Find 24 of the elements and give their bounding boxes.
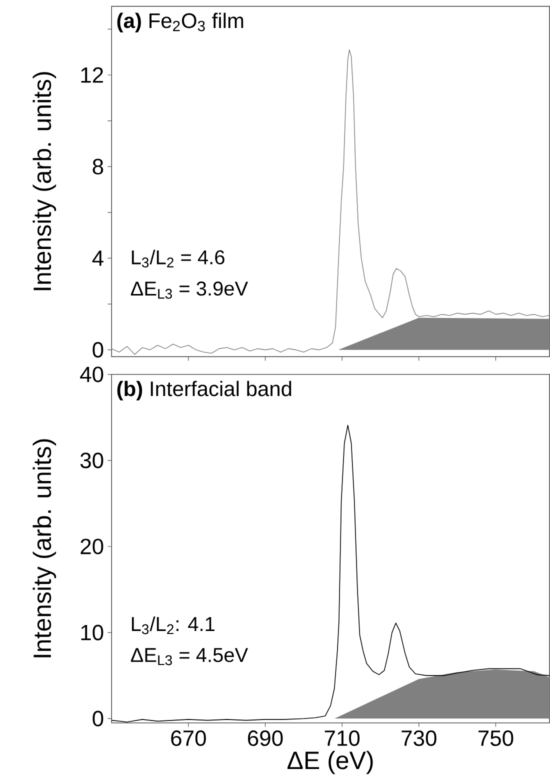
x-axis-title: ΔE (eV): [288, 750, 373, 774]
annotation: (a) Fe$_{2}$O$_{3}$ film: [117, 12, 244, 32]
x-tick-label: 670: [171, 730, 206, 746]
y-axis-title: Intensity (arb. units): [32, 72, 56, 290]
y-tick-label: 8: [92, 158, 104, 174]
y-tick-label: 10: [81, 624, 104, 640]
y-axis-title: Intensity (arb. units): [32, 439, 56, 658]
annotation: ΔE$_{L3}$ = 4.5eV: [130, 648, 248, 666]
y-tick-label: 40: [80, 366, 104, 382]
line-series: [112, 49, 550, 355]
x-tick-label: 750: [478, 730, 514, 746]
annotation: L$_{3}$/L$_{2}$ = 4.6: [132, 250, 224, 268]
y-tick-label: 0: [92, 710, 104, 726]
y-tick-label: 20: [80, 538, 104, 554]
y-tick-label: 0: [92, 342, 104, 358]
y-tick-label: 30: [80, 452, 104, 468]
y-tick-label: 4: [92, 250, 104, 266]
x-tick-label: 730: [402, 730, 436, 746]
x-tick-label: 710: [324, 730, 360, 746]
y-tick-label: 12: [81, 67, 103, 83]
annotation: L$_{3}$/L$_{2}$: 4.1: [132, 616, 214, 634]
annotation: ΔE$_{L3}$ = 3.9eV: [130, 282, 248, 299]
annotation: (b) Interfacial band: [117, 380, 292, 400]
x-tick-label: 690: [248, 730, 283, 746]
